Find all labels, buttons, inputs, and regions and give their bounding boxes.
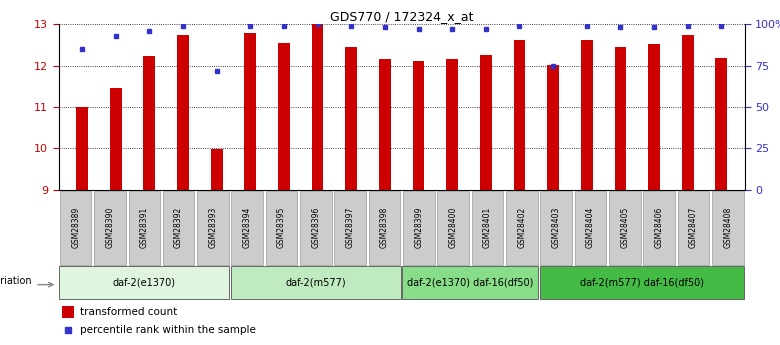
- Bar: [480, 55, 491, 190]
- FancyBboxPatch shape: [575, 190, 606, 265]
- Bar: [615, 47, 626, 190]
- Bar: [244, 33, 256, 190]
- FancyBboxPatch shape: [335, 190, 366, 265]
- Text: GSM28391: GSM28391: [140, 207, 149, 248]
- Text: GSM28402: GSM28402: [517, 207, 526, 248]
- Text: daf-2(e1370) daf-16(df50): daf-2(e1370) daf-16(df50): [407, 278, 534, 288]
- FancyBboxPatch shape: [403, 190, 434, 265]
- Text: GSM28404: GSM28404: [586, 207, 595, 248]
- Bar: [446, 59, 458, 190]
- Bar: [211, 149, 222, 190]
- FancyBboxPatch shape: [541, 190, 572, 265]
- Text: GSM28399: GSM28399: [414, 207, 424, 248]
- FancyBboxPatch shape: [369, 190, 400, 265]
- Text: transformed count: transformed count: [80, 307, 178, 317]
- Text: daf-2(m577) daf-16(df50): daf-2(m577) daf-16(df50): [580, 278, 704, 288]
- Text: GSM28395: GSM28395: [277, 207, 286, 248]
- Text: GSM28403: GSM28403: [551, 207, 561, 248]
- Bar: [682, 34, 693, 190]
- FancyBboxPatch shape: [129, 190, 160, 265]
- Bar: [62, 306, 74, 318]
- Text: daf-2(m577): daf-2(m577): [285, 278, 346, 288]
- Text: GSM28392: GSM28392: [174, 207, 183, 248]
- Bar: [379, 59, 391, 190]
- Text: GSM28389: GSM28389: [71, 207, 80, 248]
- Text: GSM28406: GSM28406: [654, 207, 664, 248]
- Bar: [715, 58, 727, 190]
- Text: GSM28407: GSM28407: [689, 207, 698, 248]
- FancyBboxPatch shape: [712, 190, 743, 265]
- FancyBboxPatch shape: [231, 266, 401, 299]
- Bar: [312, 24, 324, 190]
- Bar: [548, 65, 559, 190]
- FancyBboxPatch shape: [402, 266, 538, 299]
- Bar: [76, 107, 88, 190]
- Text: GSM28397: GSM28397: [346, 207, 355, 248]
- Bar: [144, 57, 155, 190]
- FancyBboxPatch shape: [506, 190, 537, 265]
- FancyBboxPatch shape: [300, 190, 332, 265]
- Bar: [346, 47, 357, 190]
- Text: GSM28400: GSM28400: [448, 207, 458, 248]
- FancyBboxPatch shape: [266, 190, 297, 265]
- FancyBboxPatch shape: [540, 266, 744, 299]
- FancyBboxPatch shape: [163, 190, 194, 265]
- FancyBboxPatch shape: [197, 190, 229, 265]
- FancyBboxPatch shape: [438, 190, 469, 265]
- FancyBboxPatch shape: [232, 190, 263, 265]
- Text: GSM28408: GSM28408: [723, 207, 732, 248]
- Bar: [581, 40, 593, 190]
- Text: GSM28401: GSM28401: [483, 207, 492, 248]
- FancyBboxPatch shape: [94, 190, 126, 265]
- Text: GSM28405: GSM28405: [620, 207, 629, 248]
- FancyBboxPatch shape: [472, 190, 503, 265]
- FancyBboxPatch shape: [678, 190, 709, 265]
- Bar: [278, 43, 290, 190]
- Bar: [513, 40, 526, 190]
- Text: GSM28396: GSM28396: [311, 207, 321, 248]
- Bar: [413, 61, 424, 190]
- FancyBboxPatch shape: [59, 266, 229, 299]
- Text: daf-2(e1370): daf-2(e1370): [113, 278, 176, 288]
- Text: GSM28394: GSM28394: [243, 207, 252, 248]
- FancyBboxPatch shape: [60, 190, 91, 265]
- Bar: [648, 44, 660, 190]
- Text: GSM28393: GSM28393: [208, 207, 218, 248]
- Bar: [177, 34, 189, 190]
- Title: GDS770 / 172324_x_at: GDS770 / 172324_x_at: [330, 10, 473, 23]
- Text: percentile rank within the sample: percentile rank within the sample: [80, 325, 257, 335]
- FancyBboxPatch shape: [644, 190, 675, 265]
- Bar: [110, 88, 122, 190]
- Text: GSM28390: GSM28390: [105, 207, 115, 248]
- FancyBboxPatch shape: [609, 190, 640, 265]
- Text: genotype/variation: genotype/variation: [0, 276, 32, 286]
- Text: GSM28398: GSM28398: [380, 207, 389, 248]
